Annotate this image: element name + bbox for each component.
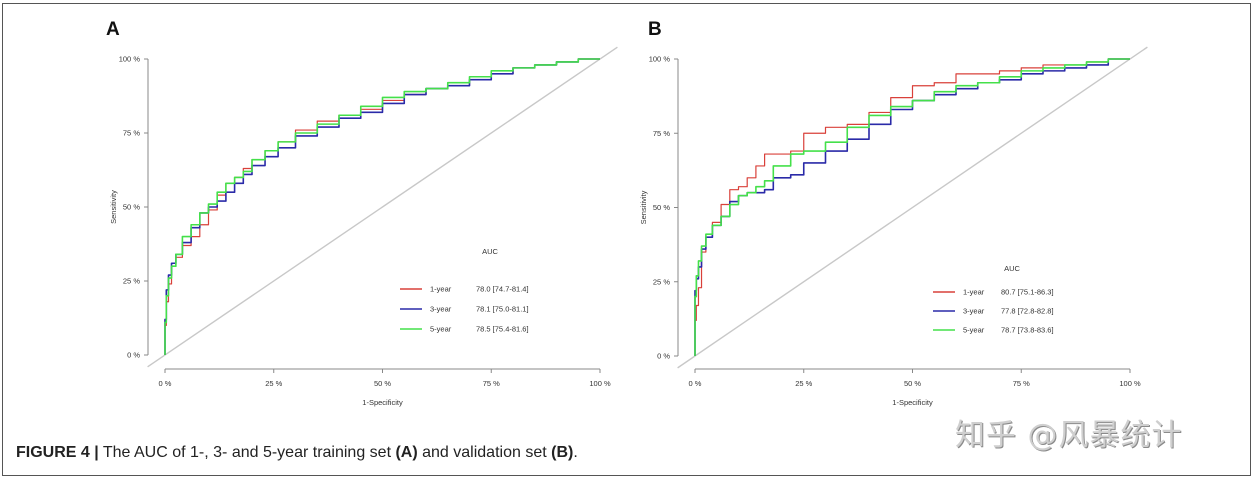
x-axis-title-a: 1-Specificity (362, 398, 403, 407)
reference-diagonal-a (147, 46, 618, 368)
legend-label-1-year-b: 1-year (963, 288, 985, 297)
x-tick-label-a: 25 % (265, 379, 282, 388)
y-tick-label-a: 75 % (123, 129, 140, 138)
caption-text-2: and validation set (417, 444, 552, 461)
caption-end: . (573, 444, 578, 461)
legend-title-b: AUC (1004, 264, 1020, 273)
x-tick-label-b: 0 % (689, 379, 702, 388)
caption-text-1: The AUC of 1-, 3- and 5-year training se… (98, 444, 396, 461)
y-tick-label-a: 25 % (123, 277, 140, 286)
x-tick-label-b: 50 % (904, 379, 921, 388)
y-axis-title-a: Sensitivity (109, 190, 118, 224)
caption-figure-label: FIGURE 4 | (16, 444, 99, 461)
panel-label-a: A (106, 19, 120, 40)
legend-auc-3-year-a: 78.1 [75.0-81.1] (476, 305, 529, 314)
legend-label-3-year-b: 3-year (963, 307, 985, 316)
y-tick-label-b: 50 % (653, 203, 670, 212)
watermark-text: 知乎 @风暴统计 (955, 418, 1183, 453)
x-tick-label-b: 25 % (795, 379, 812, 388)
legend-auc-3-year-b: 77.8 [72.8-82.8] (1001, 307, 1054, 316)
reference-diagonal-b (677, 46, 1148, 369)
x-tick-label-a: 0 % (159, 379, 172, 388)
legend-label-3-year-a: 3-year (430, 305, 452, 314)
panel-b-plot: 0 % 25 % 50 % 75 % 100 % Sensitivity 0 % 25 % 50… (639, 46, 1148, 407)
y-tick-label-b: 0 % (657, 352, 670, 361)
x-tick-label-b: 75 % (1013, 379, 1030, 388)
legend-auc-5-year-b: 78.7 [73.8-83.6] (1001, 326, 1054, 335)
panel-a-plot: 0 % 25 % 50 % 75 % 100 % Sensitivity 0 % 25 % 50… (109, 46, 618, 407)
x-tick-label-b: 100 % (1119, 379, 1141, 388)
legend-label-5-year-a: 5-year (430, 325, 452, 334)
figure-caption: FIGURE 4 | The AUC of 1-, 3- and 5-year … (16, 444, 578, 462)
x-tick-label-a: 75 % (483, 379, 500, 388)
y-tick-label-a: 50 % (123, 203, 140, 212)
legend-auc-5-year-a: 78.5 [75.4-81.6] (476, 325, 529, 334)
x-tick-label-a: 50 % (374, 379, 391, 388)
roc-curve-5-year-b (694, 58, 1130, 356)
legend-auc-1-year-a: 78.0 [74.7-81.4] (476, 285, 529, 294)
legend-title-a: AUC (482, 247, 498, 256)
caption-bold-a: (A) (395, 444, 418, 461)
y-tick-label-b: 75 % (653, 129, 670, 138)
legend-auc-1-year-b: 80.7 [75.1-86.3] (1001, 288, 1054, 297)
y-tick-label-a: 100 % (119, 55, 141, 64)
figure-frame (2, 3, 1251, 476)
legend-label-5-year-b: 5-year (963, 326, 985, 335)
caption-bold-b: (B) (551, 444, 574, 461)
x-tick-label-a: 100 % (589, 379, 611, 388)
roc-curve-5-year-a (164, 58, 600, 355)
y-tick-label-b: 25 % (653, 277, 670, 286)
panel-label-b: B (648, 19, 662, 40)
legend-label-1-year-a: 1-year (430, 285, 452, 294)
y-tick-label-a: 0 % (127, 351, 140, 360)
y-tick-label-b: 100 % (649, 55, 671, 64)
y-axis-title-b: Sensitivity (639, 190, 648, 224)
x-axis-title-b: 1-Specificity (892, 398, 933, 407)
